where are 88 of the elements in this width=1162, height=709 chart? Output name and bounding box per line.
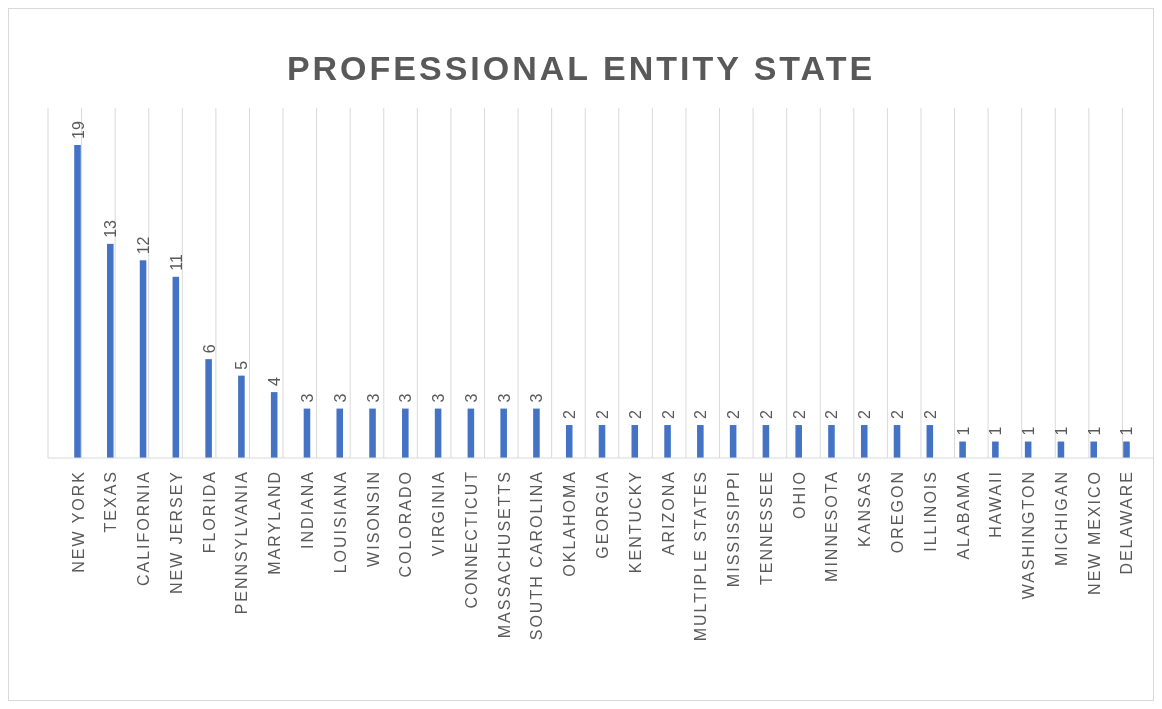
bar (992, 441, 999, 458)
data-label: 2 (561, 410, 579, 420)
x-tick-label: WASHINGTON (1020, 470, 1038, 600)
data-label: 2 (823, 410, 841, 420)
data-label: 3 (364, 393, 382, 403)
data-label: 2 (790, 410, 808, 420)
data-label: 2 (889, 410, 907, 420)
data-label: 2 (659, 410, 677, 420)
x-tick-label: LOUISIANA (331, 470, 349, 574)
data-label: 2 (725, 410, 743, 420)
x-tick-label: HAWAII (987, 470, 1005, 538)
data-label: 3 (528, 393, 546, 403)
bar (139, 260, 147, 458)
bar (959, 441, 966, 458)
x-tick-label: CONNECTICUT (462, 470, 480, 609)
data-label: 2 (757, 410, 775, 420)
data-label: 2 (626, 410, 644, 420)
x-tick-label: MARYLAND (266, 470, 284, 575)
bar (172, 276, 180, 458)
data-label: 13 (102, 219, 120, 238)
x-tick-label: INDIANA (298, 470, 316, 549)
x-tick-label: NEW JERSEY (167, 470, 185, 595)
x-tick-label: KENTUCKY (626, 470, 644, 574)
x-tick-label: WISONSIN (364, 470, 382, 567)
data-label: 6 (200, 344, 218, 354)
data-label: 1 (1052, 426, 1070, 436)
x-tick-label: TEXAS (102, 470, 120, 533)
bar (107, 243, 114, 458)
data-label: 2 (856, 410, 874, 420)
x-tick-label: ALABAMA (954, 470, 972, 560)
data-label: 2 (692, 410, 710, 420)
bar (697, 425, 704, 458)
bar (860, 425, 868, 458)
data-label: 11 (167, 254, 185, 271)
x-tick-label: NEW MEXICO (1085, 470, 1103, 595)
data-label: 19 (69, 121, 87, 139)
data-label: 1 (954, 426, 972, 436)
data-label: 3 (397, 393, 415, 403)
x-tick-label: MICHIGAN (1052, 470, 1070, 566)
bar (402, 408, 409, 458)
x-tick-label: KANSAS (856, 470, 874, 547)
x-tick-label: MINNESOTA (823, 470, 841, 582)
x-tick-label: MULTIPLE STATES (692, 470, 710, 642)
x-tick-label: DELAWARE (1118, 470, 1136, 575)
x-tick-label: TENNESSEE (757, 470, 775, 585)
chart-title: PROFESSIONAL ENTITY STATE (286, 49, 876, 87)
x-tick-label: OHIO (790, 470, 808, 519)
data-label: 1 (1118, 426, 1136, 436)
bar (664, 425, 671, 458)
x-tick-label: OKLAHOMA (561, 470, 579, 577)
bar (74, 145, 81, 458)
bar (336, 408, 344, 458)
x-tick-label: OREGON (889, 470, 907, 554)
x-tick-label: GEORGIA (594, 470, 611, 559)
bar (795, 425, 802, 458)
x-tick-label: MISSISSIPPI (725, 470, 743, 588)
bar (205, 359, 212, 458)
data-label: 1 (1020, 426, 1038, 436)
x-tick-label: VIRGINIA (430, 470, 448, 557)
x-tick-label: NEW YORK (69, 470, 87, 573)
bar (238, 375, 245, 458)
data-label: 2 (594, 410, 611, 420)
data-label: 1 (987, 426, 1005, 436)
data-label: 3 (462, 393, 480, 403)
data-label: 1 (1085, 426, 1103, 436)
x-tick-label: ARIZONA (659, 470, 677, 556)
data-label: 3 (331, 393, 349, 403)
bar (500, 408, 507, 458)
bar (533, 408, 540, 458)
data-label: 4 (266, 377, 284, 387)
data-label: 3 (495, 393, 513, 403)
data-label: 12 (135, 236, 153, 255)
bar (1090, 441, 1097, 458)
bar (270, 392, 278, 458)
data-label: 2 (921, 410, 939, 420)
bar (369, 408, 376, 458)
x-tick-label: SOUTH CAROLINA (528, 470, 546, 641)
x-tick-label: ILLINOIS (921, 470, 939, 552)
x-tick-label: CALIFORNIA (135, 470, 153, 587)
x-tick-label: COLORADO (397, 470, 415, 578)
data-label: 3 (298, 393, 316, 403)
bar (828, 425, 835, 458)
data-label: 3 (430, 393, 448, 403)
x-tick-label: MASSACHUSETTS (495, 470, 513, 639)
bar (1123, 441, 1130, 458)
x-tick-label: FLORIDA (200, 470, 218, 554)
x-tick-label: PENNSYLVANIA (233, 470, 251, 615)
data-label: 5 (233, 360, 251, 370)
